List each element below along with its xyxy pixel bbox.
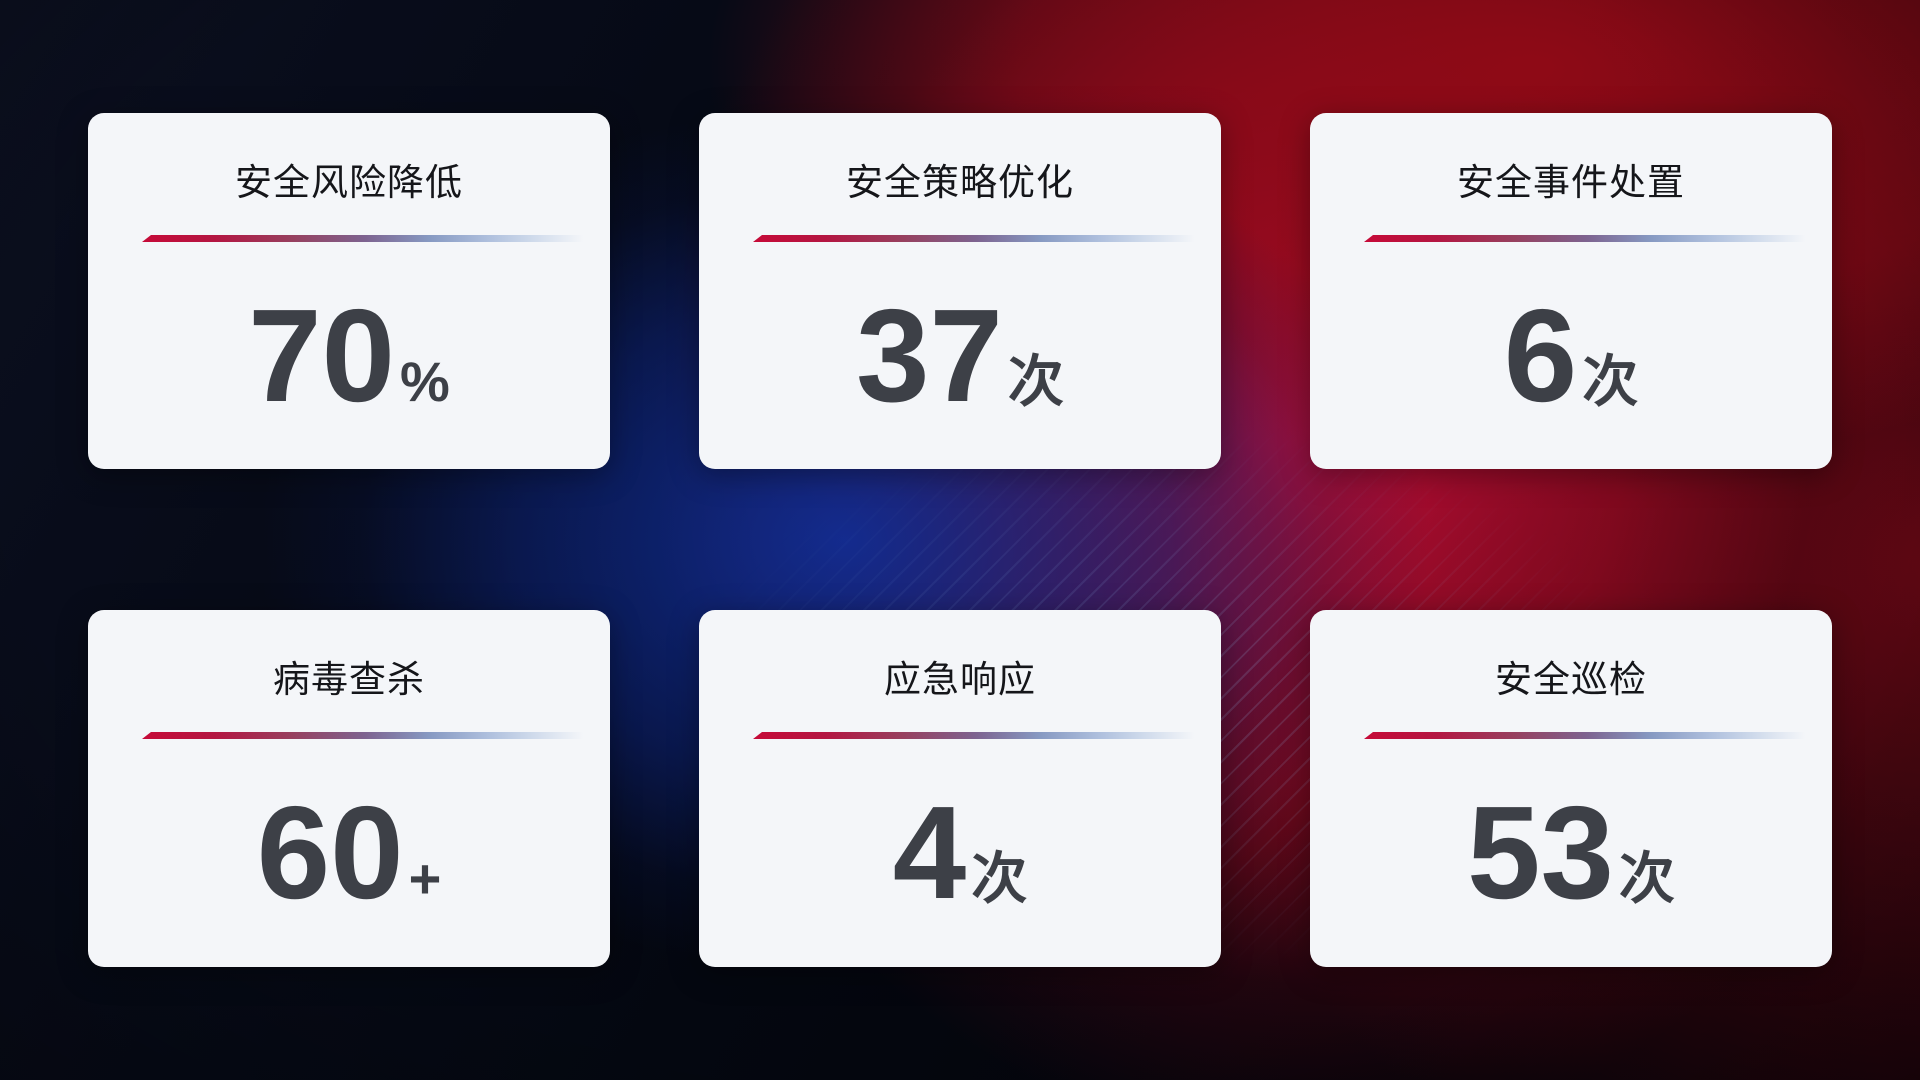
stat-card-emergency-response: 应急响应 4 次	[699, 610, 1221, 967]
stat-card-title: 安全策略优化	[846, 162, 1074, 203]
stat-card-unit: 次	[1007, 349, 1064, 413]
stat-card-title: 安全风险降低	[235, 162, 463, 203]
stat-card-title: 安全巡检	[1495, 659, 1647, 700]
stat-card-title: 应急响应	[884, 659, 1036, 700]
stat-card-unit: %	[400, 349, 450, 413]
stat-card-unit: +	[408, 847, 442, 910]
stat-card-value: 6	[1503, 281, 1578, 429]
stat-card-unit: 次	[971, 847, 1028, 910]
stat-card-value: 60	[256, 779, 404, 926]
stat-card-divider	[142, 732, 597, 739]
stat-card-divider	[753, 732, 1208, 739]
stat-card-title: 病毒查杀	[273, 659, 425, 700]
stat-card-unit: 次	[1582, 349, 1639, 413]
stat-card-policy-optimization: 安全策略优化 37 次	[699, 113, 1221, 469]
stat-card-unit: 次	[1618, 847, 1675, 910]
stat-card-value: 53	[1467, 779, 1614, 926]
stat-card-incident-handling: 安全事件处置 6 次	[1310, 113, 1832, 469]
stat-card-divider	[753, 235, 1208, 242]
stat-card-value: 4	[892, 779, 967, 926]
stat-card-value: 70	[248, 281, 396, 429]
stat-card-risk-reduction: 安全风险降低 70 %	[88, 113, 610, 469]
stat-card-security-inspection: 安全巡检 53 次	[1310, 610, 1832, 967]
stat-card-value: 37	[856, 281, 1003, 429]
stat-card-title: 安全事件处置	[1457, 162, 1685, 203]
stat-card-virus-scan: 病毒查杀 60 +	[88, 610, 610, 967]
stat-card-divider	[142, 235, 597, 242]
stat-card-divider	[1364, 235, 1819, 242]
stat-card-divider	[1364, 732, 1819, 739]
